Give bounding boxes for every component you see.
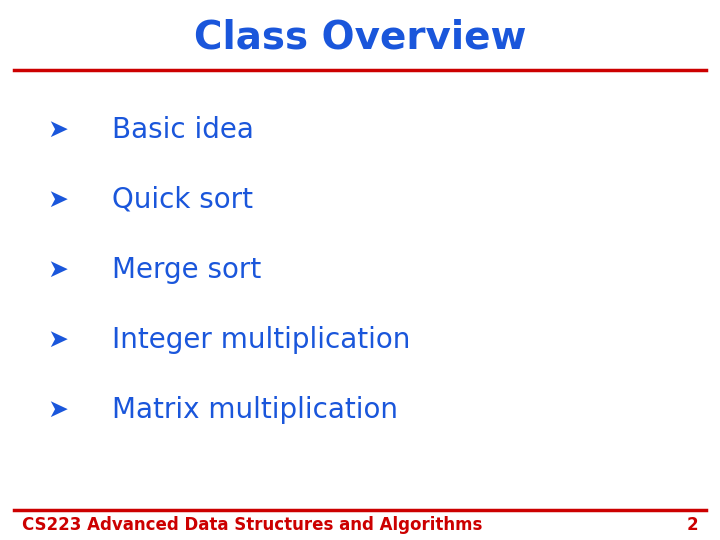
Text: Class Overview: Class Overview <box>194 19 526 57</box>
Text: Quick sort: Quick sort <box>112 186 253 214</box>
Text: Merge sort: Merge sort <box>112 256 261 284</box>
Text: CS223 Advanced Data Structures and Algorithms: CS223 Advanced Data Structures and Algor… <box>22 516 482 534</box>
Text: Integer multiplication: Integer multiplication <box>112 326 410 354</box>
Text: Matrix multiplication: Matrix multiplication <box>112 396 397 424</box>
Text: Basic idea: Basic idea <box>112 116 253 144</box>
Text: ➤: ➤ <box>47 399 68 422</box>
Text: ➤: ➤ <box>47 188 68 212</box>
Text: ➤: ➤ <box>47 328 68 352</box>
Text: 2: 2 <box>687 516 698 534</box>
Text: ➤: ➤ <box>47 118 68 141</box>
Text: ➤: ➤ <box>47 258 68 282</box>
